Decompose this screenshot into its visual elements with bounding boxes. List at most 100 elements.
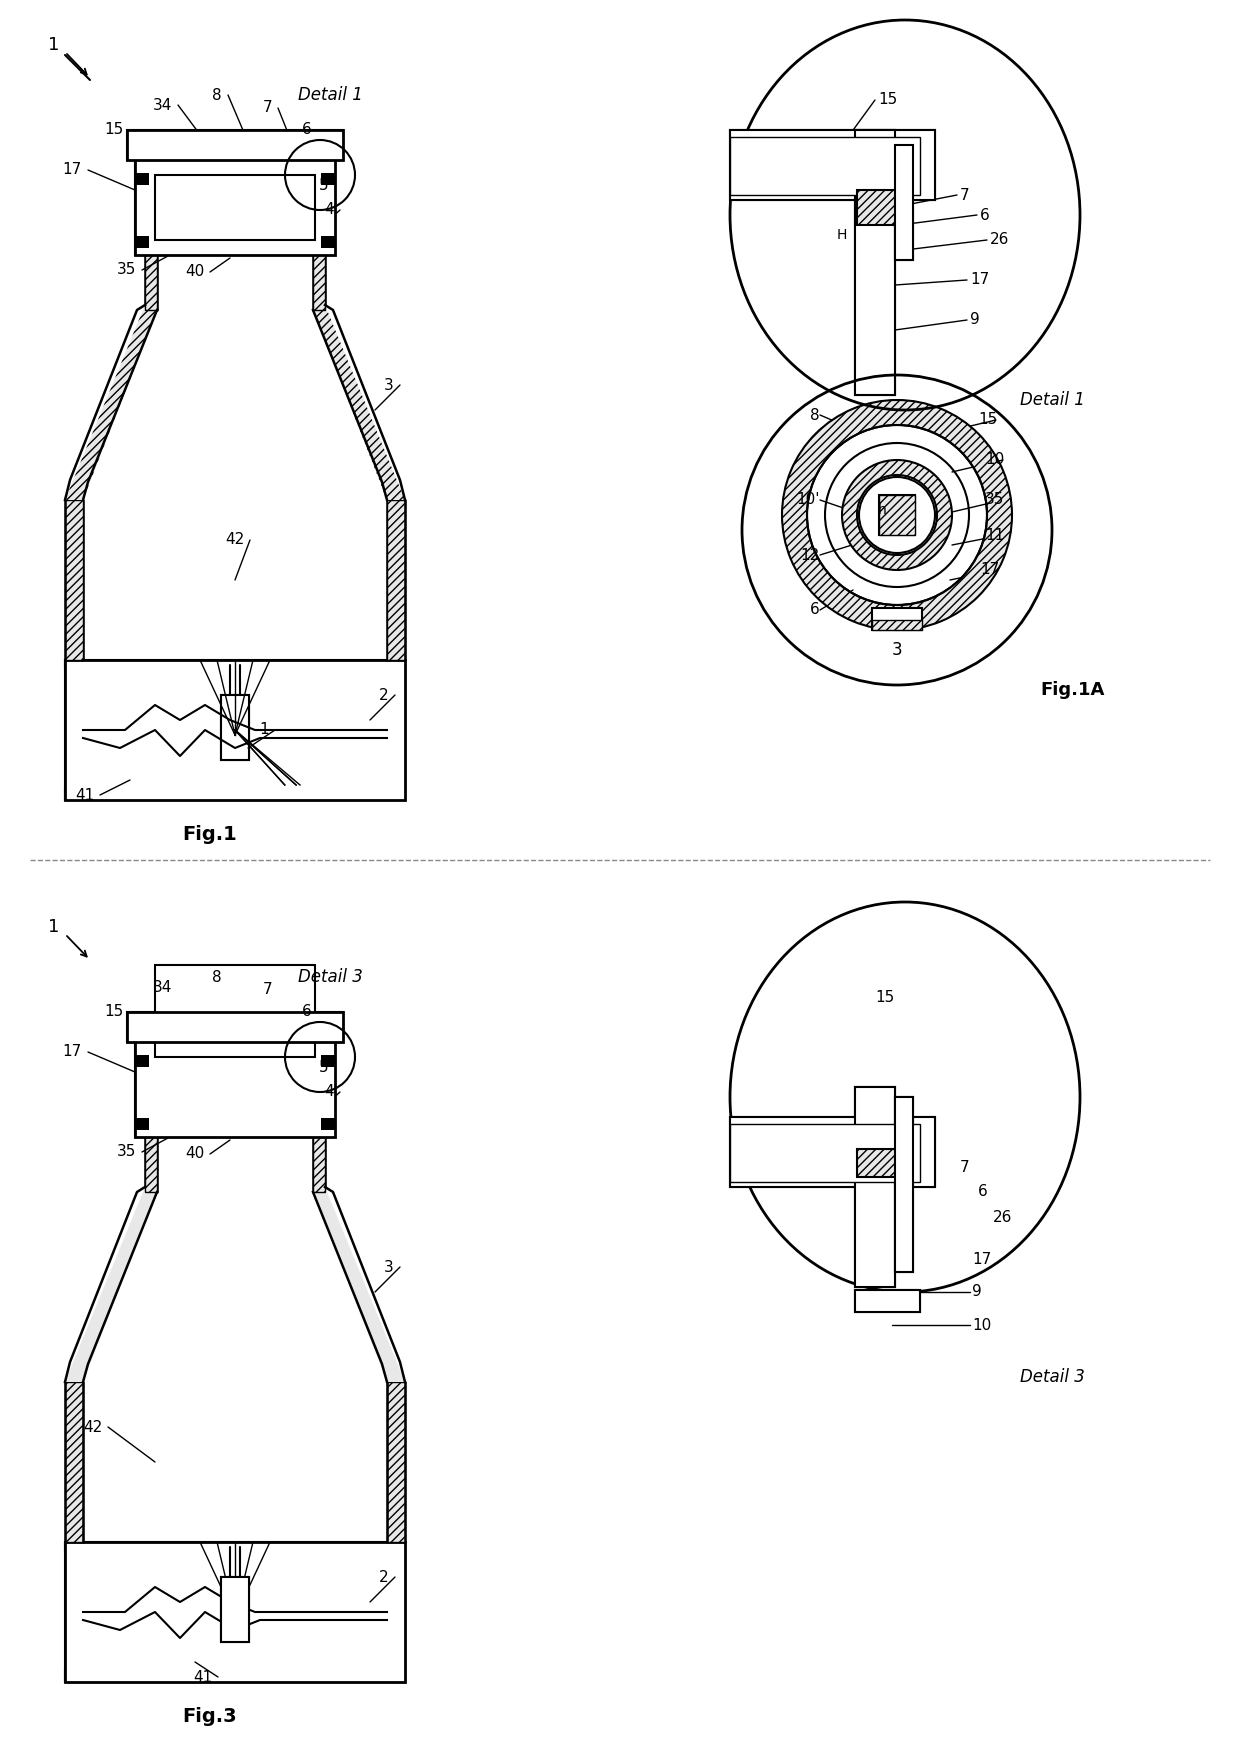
Bar: [730, 1117, 935, 1187]
Text: Detail 3: Detail 3: [298, 968, 363, 986]
Bar: [895, 1097, 913, 1272]
Text: 6: 6: [303, 122, 312, 138]
Bar: [730, 138, 920, 196]
Text: 6: 6: [978, 1184, 988, 1200]
Text: 3: 3: [892, 640, 903, 660]
Bar: [387, 660, 405, 801]
Text: 2: 2: [379, 1570, 389, 1584]
Bar: [155, 175, 315, 240]
Bar: [879, 496, 915, 534]
Text: 3: 3: [384, 1259, 394, 1275]
Text: 17: 17: [63, 162, 82, 178]
Bar: [856, 131, 895, 395]
Bar: [64, 1671, 405, 1683]
Bar: [221, 1577, 249, 1642]
Text: 10: 10: [985, 453, 1004, 467]
Bar: [64, 499, 83, 660]
Text: 40: 40: [185, 1147, 205, 1161]
Bar: [321, 1118, 335, 1131]
Bar: [155, 965, 315, 1057]
Text: 7: 7: [263, 101, 272, 115]
Polygon shape: [312, 305, 405, 499]
Bar: [856, 131, 895, 395]
Bar: [135, 1030, 335, 1138]
Bar: [730, 131, 935, 199]
Bar: [321, 236, 335, 249]
Text: Detail 3: Detail 3: [1021, 1369, 1085, 1387]
Bar: [321, 1055, 335, 1067]
Text: 1: 1: [259, 723, 269, 737]
Bar: [872, 609, 923, 630]
Bar: [730, 1124, 920, 1182]
Bar: [135, 1030, 335, 1138]
Text: 4: 4: [325, 1085, 334, 1099]
Bar: [64, 1542, 405, 1551]
Text: 5: 5: [320, 178, 329, 192]
Bar: [126, 1013, 343, 1043]
Text: 5: 5: [320, 1060, 329, 1074]
Text: 3: 3: [384, 377, 394, 393]
Bar: [730, 131, 935, 199]
Bar: [856, 1289, 920, 1312]
Text: 9: 9: [972, 1284, 982, 1300]
Text: 10': 10': [796, 492, 820, 508]
Bar: [857, 1148, 905, 1177]
Text: 1: 1: [48, 917, 60, 937]
Text: 41: 41: [74, 787, 94, 803]
Text: 2: 2: [379, 688, 389, 702]
Bar: [856, 1289, 920, 1312]
Text: 34: 34: [153, 97, 172, 113]
Text: 15: 15: [878, 92, 898, 108]
Bar: [64, 660, 83, 801]
Bar: [135, 173, 149, 185]
Ellipse shape: [730, 901, 1080, 1291]
Text: 17: 17: [972, 1252, 991, 1268]
Bar: [135, 148, 335, 256]
Text: 4: 4: [325, 203, 334, 217]
Text: 17: 17: [980, 563, 999, 577]
Text: 26: 26: [993, 1210, 1012, 1224]
Text: 9: 9: [970, 312, 980, 328]
Bar: [221, 695, 249, 760]
Text: 17: 17: [63, 1044, 82, 1060]
Text: h: h: [878, 503, 887, 517]
Bar: [872, 619, 923, 630]
Bar: [135, 1055, 149, 1067]
Text: H: H: [837, 228, 847, 242]
Bar: [221, 1577, 249, 1642]
Text: 35: 35: [117, 1145, 136, 1159]
Text: 7: 7: [263, 983, 272, 997]
Text: 7: 7: [960, 1159, 970, 1175]
Bar: [135, 148, 335, 256]
Bar: [879, 496, 915, 534]
Bar: [312, 250, 325, 310]
Text: 34: 34: [153, 979, 172, 995]
Bar: [221, 695, 249, 760]
Text: 35: 35: [985, 492, 1004, 508]
Bar: [64, 660, 405, 801]
Bar: [126, 131, 343, 161]
Text: 15: 15: [875, 990, 894, 1004]
Text: 1: 1: [48, 35, 60, 55]
Bar: [145, 250, 157, 310]
Text: 7: 7: [960, 187, 970, 203]
Text: 8: 8: [811, 407, 820, 423]
Text: 41: 41: [192, 1669, 212, 1685]
Bar: [387, 499, 405, 660]
Text: 15: 15: [104, 122, 124, 138]
Polygon shape: [64, 1187, 157, 1381]
Bar: [857, 191, 905, 226]
Text: 17: 17: [970, 272, 990, 288]
Bar: [135, 1118, 149, 1131]
Text: 15: 15: [104, 1004, 124, 1020]
Bar: [321, 173, 335, 185]
Bar: [387, 1542, 405, 1683]
Text: 6: 6: [810, 603, 820, 617]
Bar: [895, 1097, 913, 1272]
Bar: [895, 145, 913, 259]
Polygon shape: [312, 1187, 405, 1381]
Bar: [64, 1381, 83, 1542]
Bar: [730, 1117, 935, 1187]
Text: 6: 6: [303, 1004, 312, 1020]
Text: 6: 6: [980, 208, 990, 222]
